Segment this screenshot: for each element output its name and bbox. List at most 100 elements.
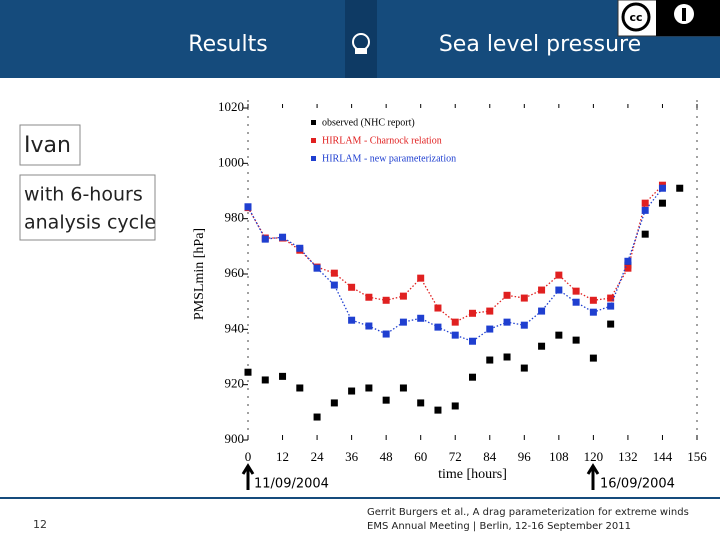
data-point bbox=[417, 274, 425, 282]
y-tick-label: 920 bbox=[225, 376, 245, 391]
data-point bbox=[399, 384, 407, 392]
legend-swatch bbox=[311, 156, 316, 161]
data-point bbox=[261, 235, 269, 243]
data-point bbox=[330, 281, 338, 289]
data-point bbox=[641, 230, 649, 238]
data-point bbox=[399, 318, 407, 326]
data-point bbox=[658, 199, 666, 207]
x-tick-label: 108 bbox=[549, 449, 569, 464]
y-tick-label: 940 bbox=[225, 320, 245, 335]
data-point bbox=[624, 264, 632, 272]
data-point bbox=[417, 399, 425, 407]
x-axis-label: time [hours] bbox=[438, 467, 507, 482]
data-point bbox=[434, 406, 442, 414]
data-point bbox=[348, 316, 356, 324]
data-point bbox=[572, 298, 580, 306]
data-point bbox=[434, 323, 442, 331]
data-point bbox=[417, 314, 425, 322]
x-tick-label: 24 bbox=[311, 449, 325, 464]
page-number: 12 bbox=[33, 518, 47, 531]
crest-logo bbox=[345, 0, 377, 78]
data-point bbox=[313, 264, 321, 272]
end-date: 16/09/2004 bbox=[600, 477, 675, 492]
data-point bbox=[296, 384, 304, 392]
data-point bbox=[555, 331, 563, 339]
legend-label: HIRLAM - Charnock relation bbox=[322, 135, 442, 146]
y-tick-label: 960 bbox=[225, 265, 245, 280]
data-point bbox=[589, 308, 597, 316]
data-point bbox=[296, 244, 304, 252]
x-tick-label: 120 bbox=[584, 449, 604, 464]
header-left: Results bbox=[188, 32, 267, 57]
data-point bbox=[365, 384, 373, 392]
data-point bbox=[503, 291, 511, 299]
data-point bbox=[503, 353, 511, 361]
start-arrow bbox=[241, 463, 255, 490]
cc-license-badge: cc bbox=[617, 0, 720, 37]
credit-line: EMS Annual Meeting | Berlin, 12-16 Septe… bbox=[367, 521, 631, 532]
x-tick-label: 72 bbox=[449, 449, 462, 464]
y-axis-label: PMSLmin [hPa] bbox=[192, 228, 207, 320]
data-point bbox=[365, 322, 373, 330]
y-tick-label: 1020 bbox=[218, 99, 244, 114]
x-tick-label: 84 bbox=[483, 449, 497, 464]
data-point bbox=[520, 294, 528, 302]
data-point bbox=[607, 294, 615, 302]
data-point bbox=[486, 325, 494, 333]
data-point bbox=[330, 399, 338, 407]
legend-swatch bbox=[311, 120, 316, 125]
data-point bbox=[555, 271, 563, 279]
plot-area: 900 920 940 960 980 1000 1020 0 12 24 36 48 60 72 84 96… bbox=[192, 99, 707, 482]
data-point bbox=[572, 336, 580, 344]
data-point bbox=[451, 331, 459, 339]
data-point bbox=[434, 304, 442, 312]
data-point bbox=[486, 356, 494, 364]
storm-name: Ivan bbox=[24, 133, 71, 158]
data-point bbox=[279, 233, 287, 241]
data-point bbox=[348, 283, 356, 291]
x-tick-label: 60 bbox=[414, 449, 427, 464]
data-point bbox=[244, 203, 252, 211]
data-point bbox=[624, 257, 632, 265]
data-point bbox=[382, 296, 390, 304]
data-point bbox=[469, 337, 476, 345]
data-point bbox=[365, 293, 373, 301]
storm-box bbox=[19, 124, 81, 166]
x-tick-label: 48 bbox=[380, 449, 393, 464]
data-point bbox=[676, 184, 684, 192]
x-tick-label: 144 bbox=[653, 449, 673, 464]
note-line: analysis cycle bbox=[24, 212, 156, 234]
note-line: with 6-hours bbox=[24, 184, 143, 206]
header-right: Sea level pressure bbox=[439, 32, 641, 57]
data-point bbox=[313, 413, 321, 421]
data-point bbox=[279, 372, 287, 380]
data-point bbox=[382, 330, 390, 338]
note-box bbox=[19, 174, 156, 241]
series-line bbox=[247, 187, 663, 342]
data-point bbox=[503, 318, 511, 326]
data-point bbox=[641, 199, 649, 207]
x-tick-label: 132 bbox=[618, 449, 638, 464]
data-point bbox=[641, 206, 649, 214]
legend-swatch bbox=[311, 138, 316, 143]
data-point bbox=[469, 309, 476, 317]
data-point bbox=[555, 286, 563, 294]
x-tick-label: 156 bbox=[687, 449, 707, 464]
data-point bbox=[382, 396, 390, 404]
y-tick-label: 1000 bbox=[218, 154, 244, 169]
data-point bbox=[451, 318, 459, 326]
legend-label: HIRLAM - new parameterization bbox=[322, 153, 456, 164]
data-point bbox=[399, 292, 407, 300]
x-tick-label: 12 bbox=[276, 449, 289, 464]
data-point bbox=[261, 376, 269, 384]
start-date: 11/09/2004 bbox=[254, 477, 329, 492]
data-point bbox=[589, 296, 597, 304]
data-point bbox=[520, 364, 528, 372]
y-tick-label: 900 bbox=[225, 431, 245, 446]
x-tick-label: 96 bbox=[518, 449, 532, 464]
data-point bbox=[451, 402, 459, 410]
x-tick-label: 36 bbox=[345, 449, 359, 464]
series-line bbox=[247, 184, 663, 323]
data-point bbox=[572, 287, 580, 295]
